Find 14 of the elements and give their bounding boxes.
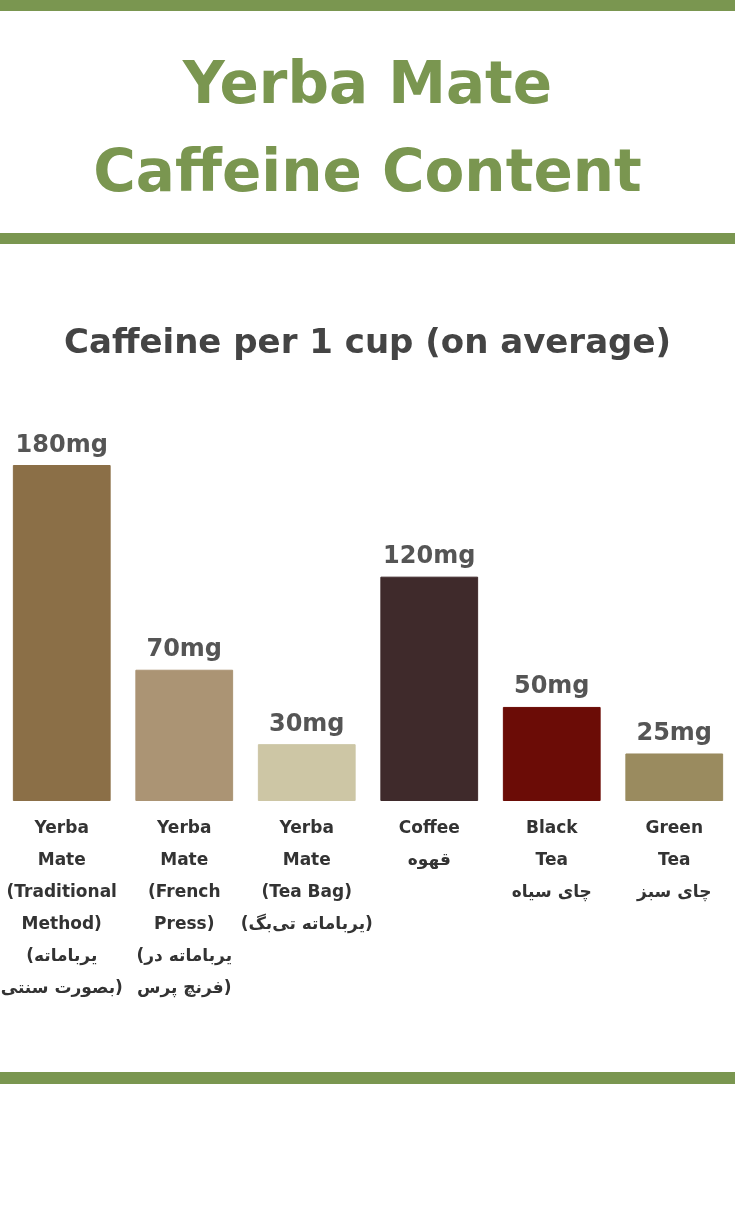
chart-subtitle: Caffeine per 1 cup (on average) <box>63 320 672 361</box>
data-label: 70mg <box>146 634 223 663</box>
data-label: 30mg <box>268 708 345 737</box>
chart-title: Yerba Mate Caffeine Content <box>0 0 735 244</box>
bar <box>625 753 724 801</box>
bar <box>135 669 234 801</box>
data-label: 180mg <box>15 429 108 458</box>
bar <box>257 744 356 801</box>
data-label: 25mg <box>636 717 713 746</box>
bar <box>12 465 111 801</box>
data-label: 50mg <box>513 671 590 700</box>
bar <box>502 706 601 801</box>
data-label: 120mg <box>383 541 476 570</box>
bar <box>380 576 479 801</box>
